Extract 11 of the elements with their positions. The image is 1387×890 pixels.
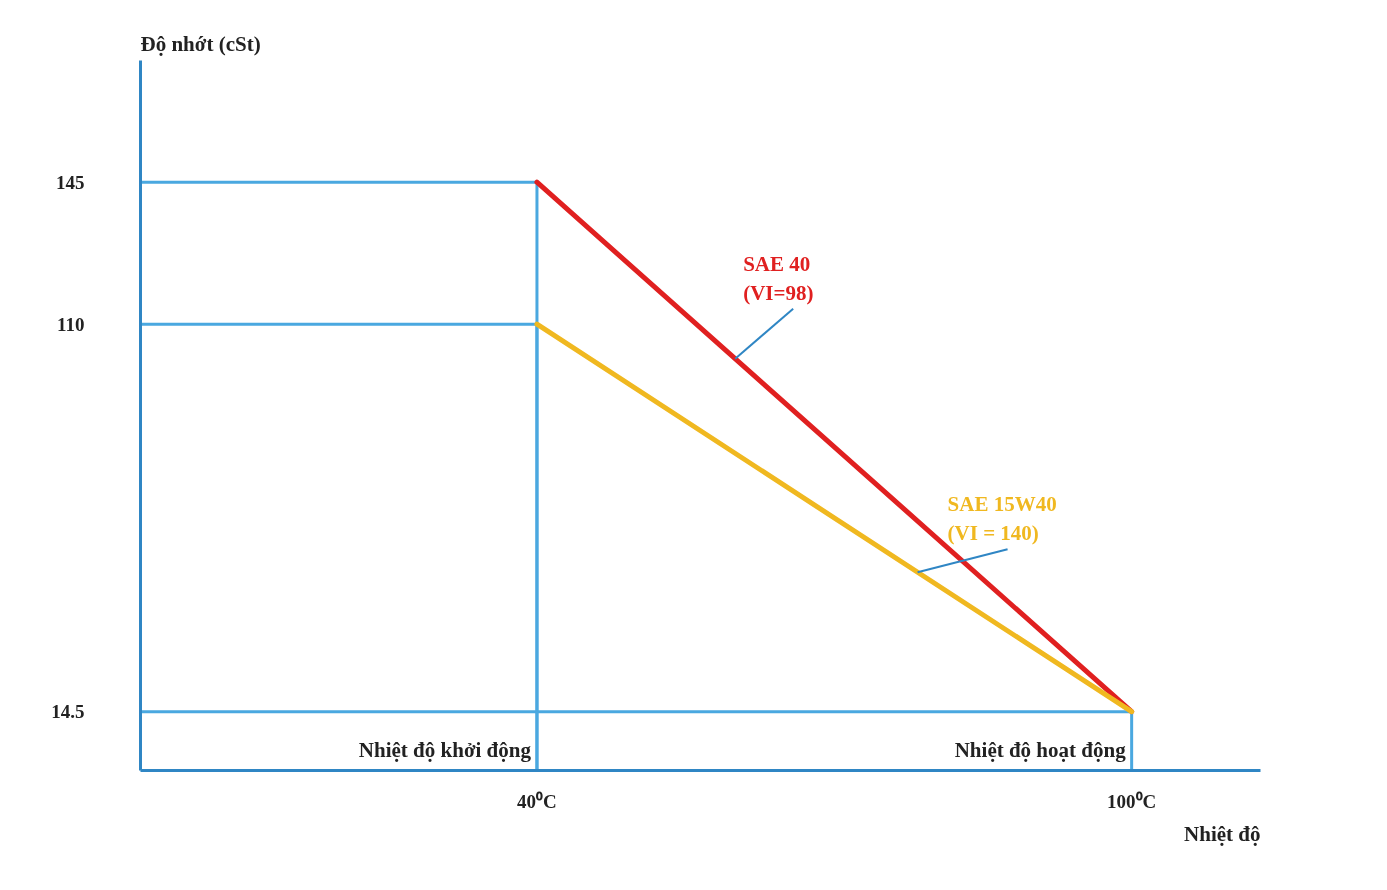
- y-tick-label: 110: [57, 313, 85, 335]
- text: SAE 40 (VI=98): [743, 252, 814, 305]
- annotation: Nhiệt độ khởi động: [358, 738, 532, 763]
- y-axis-title: Độ nhớt (cSt): [140, 31, 261, 56]
- annotation: Nhiệt độ hoạt động: [954, 738, 1127, 763]
- x-tick-label: 40⁰C: [517, 790, 557, 812]
- y-tick-label: 145: [56, 171, 85, 193]
- series-label: SAE 15W40 (VI = 140): [947, 492, 1057, 546]
- y-tick-label: 14.5: [51, 701, 85, 723]
- x-axis-title: Nhiệt độ: [1184, 821, 1261, 846]
- x-tick-label: 100⁰C: [1107, 790, 1157, 812]
